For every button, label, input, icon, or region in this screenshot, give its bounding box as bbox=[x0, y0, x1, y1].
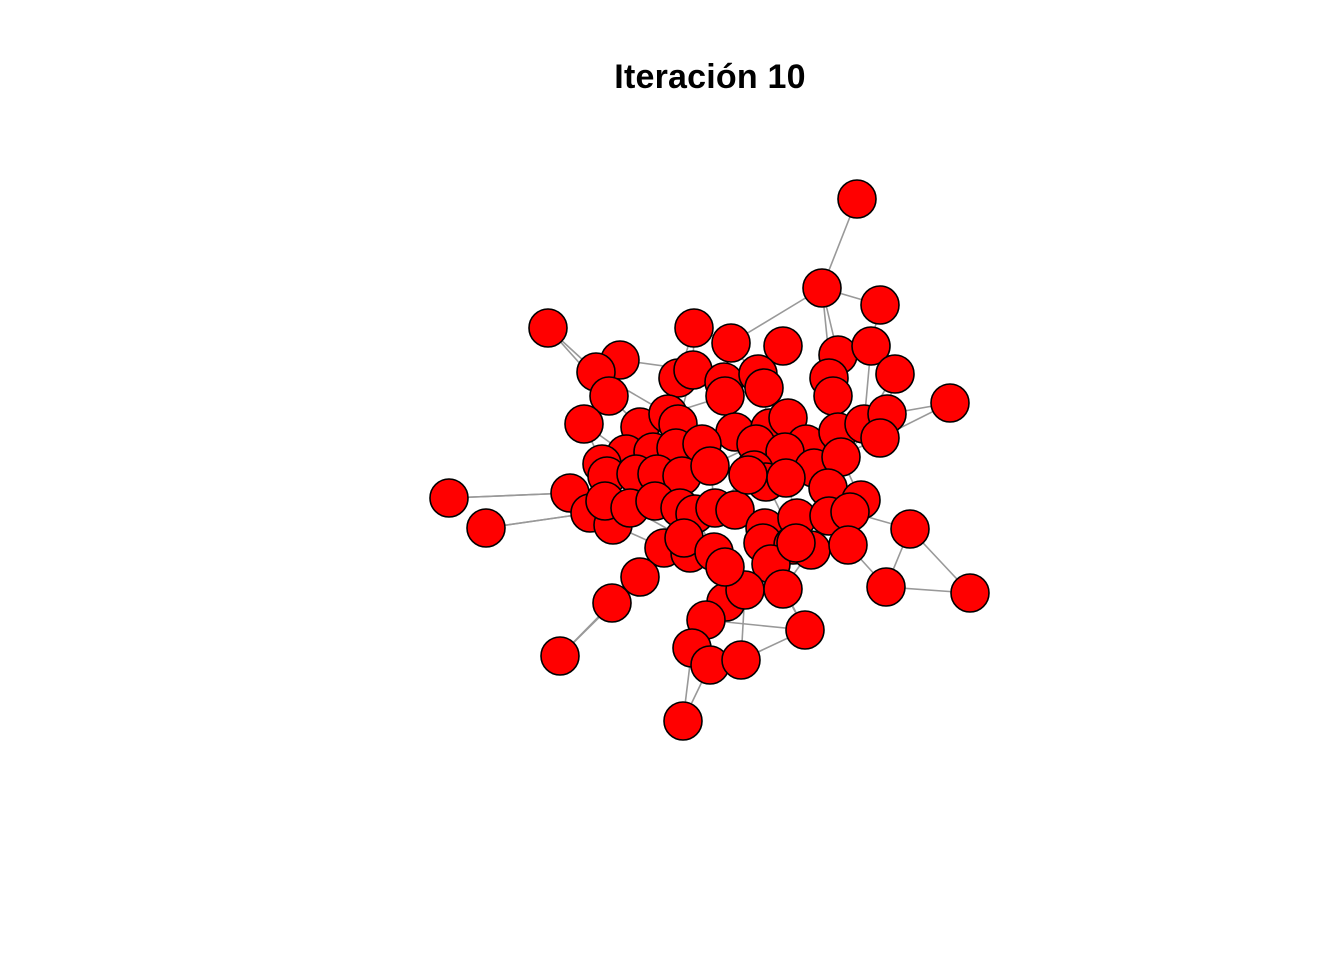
graph-node bbox=[860, 285, 900, 325]
graph-node bbox=[766, 458, 806, 498]
graph-node bbox=[950, 573, 990, 613]
graph-node bbox=[663, 701, 703, 741]
graph-node bbox=[785, 610, 825, 650]
graph-node bbox=[528, 308, 568, 348]
graph-node bbox=[721, 640, 761, 680]
graph-node bbox=[830, 492, 870, 532]
graph-node bbox=[728, 455, 768, 495]
graph-node bbox=[837, 179, 877, 219]
graph-node bbox=[620, 557, 660, 597]
graph-node bbox=[890, 509, 930, 549]
graph-node bbox=[564, 404, 604, 444]
graph-node bbox=[851, 326, 891, 366]
graph-node bbox=[875, 354, 915, 394]
graph-node bbox=[930, 383, 970, 423]
graph-node bbox=[802, 268, 842, 308]
graph-node bbox=[705, 376, 745, 416]
graph-node bbox=[690, 446, 730, 486]
graph-node bbox=[540, 636, 580, 676]
graph-edge bbox=[448, 492, 571, 499]
graph-node bbox=[866, 567, 906, 607]
graph-node bbox=[674, 308, 714, 348]
graph-node bbox=[715, 490, 755, 530]
plot-title: Iteración 10 bbox=[614, 58, 806, 96]
graph-node bbox=[828, 525, 868, 565]
graph-node bbox=[744, 368, 784, 408]
graph-node bbox=[466, 508, 506, 548]
graph-node bbox=[705, 547, 745, 587]
graph-node bbox=[776, 523, 816, 563]
graph-node bbox=[429, 478, 469, 518]
graph-node bbox=[763, 569, 803, 609]
nodes-layer bbox=[429, 179, 990, 741]
graph-node bbox=[860, 418, 900, 458]
graph-node bbox=[763, 326, 803, 366]
graph-node bbox=[589, 376, 629, 416]
graph-node bbox=[592, 583, 632, 623]
graph-node bbox=[813, 376, 853, 416]
graph-node bbox=[711, 323, 751, 363]
